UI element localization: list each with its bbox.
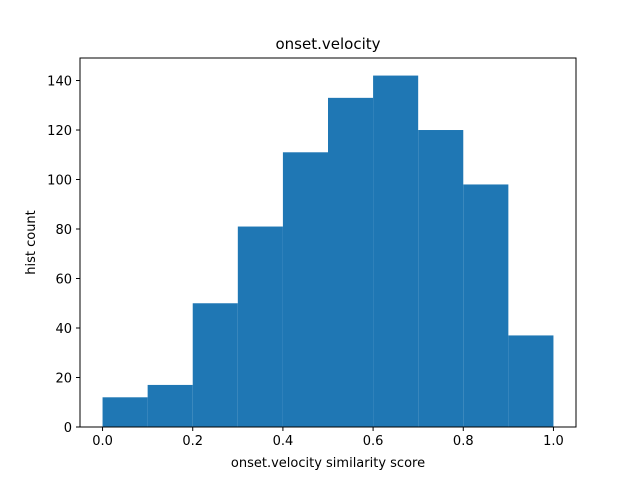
x-tick-label: 0.0 bbox=[92, 434, 113, 449]
y-tick-label: 100 bbox=[47, 174, 72, 189]
histogram-bar-3 bbox=[237, 226, 283, 427]
y-tick-label: 140 bbox=[47, 75, 72, 90]
histogram-bar-6 bbox=[373, 75, 419, 427]
histogram-bar-7 bbox=[418, 130, 464, 427]
x-axis-label: onset.velocity similarity score bbox=[231, 456, 425, 471]
histogram-bar-1 bbox=[147, 384, 193, 427]
y-tick-label: 120 bbox=[47, 124, 72, 139]
histogram-bar-8 bbox=[463, 184, 509, 427]
x-tick-label: 0.6 bbox=[363, 434, 384, 449]
y-tick-label: 60 bbox=[55, 273, 72, 288]
y-tick-label: 40 bbox=[55, 322, 72, 337]
y-tick-label: 80 bbox=[55, 223, 72, 238]
histogram-bar-2 bbox=[192, 303, 238, 427]
y-tick-label: 0 bbox=[64, 421, 72, 436]
x-tick-label: 0.2 bbox=[182, 434, 203, 449]
histogram-bar-9 bbox=[508, 335, 554, 427]
x-tick-label: 0.8 bbox=[453, 434, 474, 449]
y-axis-ticks: 0 20 40 60 80 100 120 140 bbox=[47, 75, 80, 436]
y-axis-label: hist count bbox=[24, 210, 39, 275]
x-tick-label: 0.4 bbox=[273, 434, 294, 449]
chart-title: onset.velocity bbox=[276, 35, 381, 53]
x-tick-label: 1.0 bbox=[543, 434, 564, 449]
histogram-bar-5 bbox=[328, 97, 374, 427]
bars-group bbox=[102, 75, 554, 428]
x-axis-ticks: 0.0 0.2 0.4 0.6 0.8 1.0 bbox=[92, 427, 564, 449]
y-tick-label: 20 bbox=[55, 372, 72, 387]
histogram-bar-4 bbox=[282, 152, 328, 428]
histogram-bar-0 bbox=[102, 397, 148, 427]
plot-frame bbox=[79, 57, 577, 428]
